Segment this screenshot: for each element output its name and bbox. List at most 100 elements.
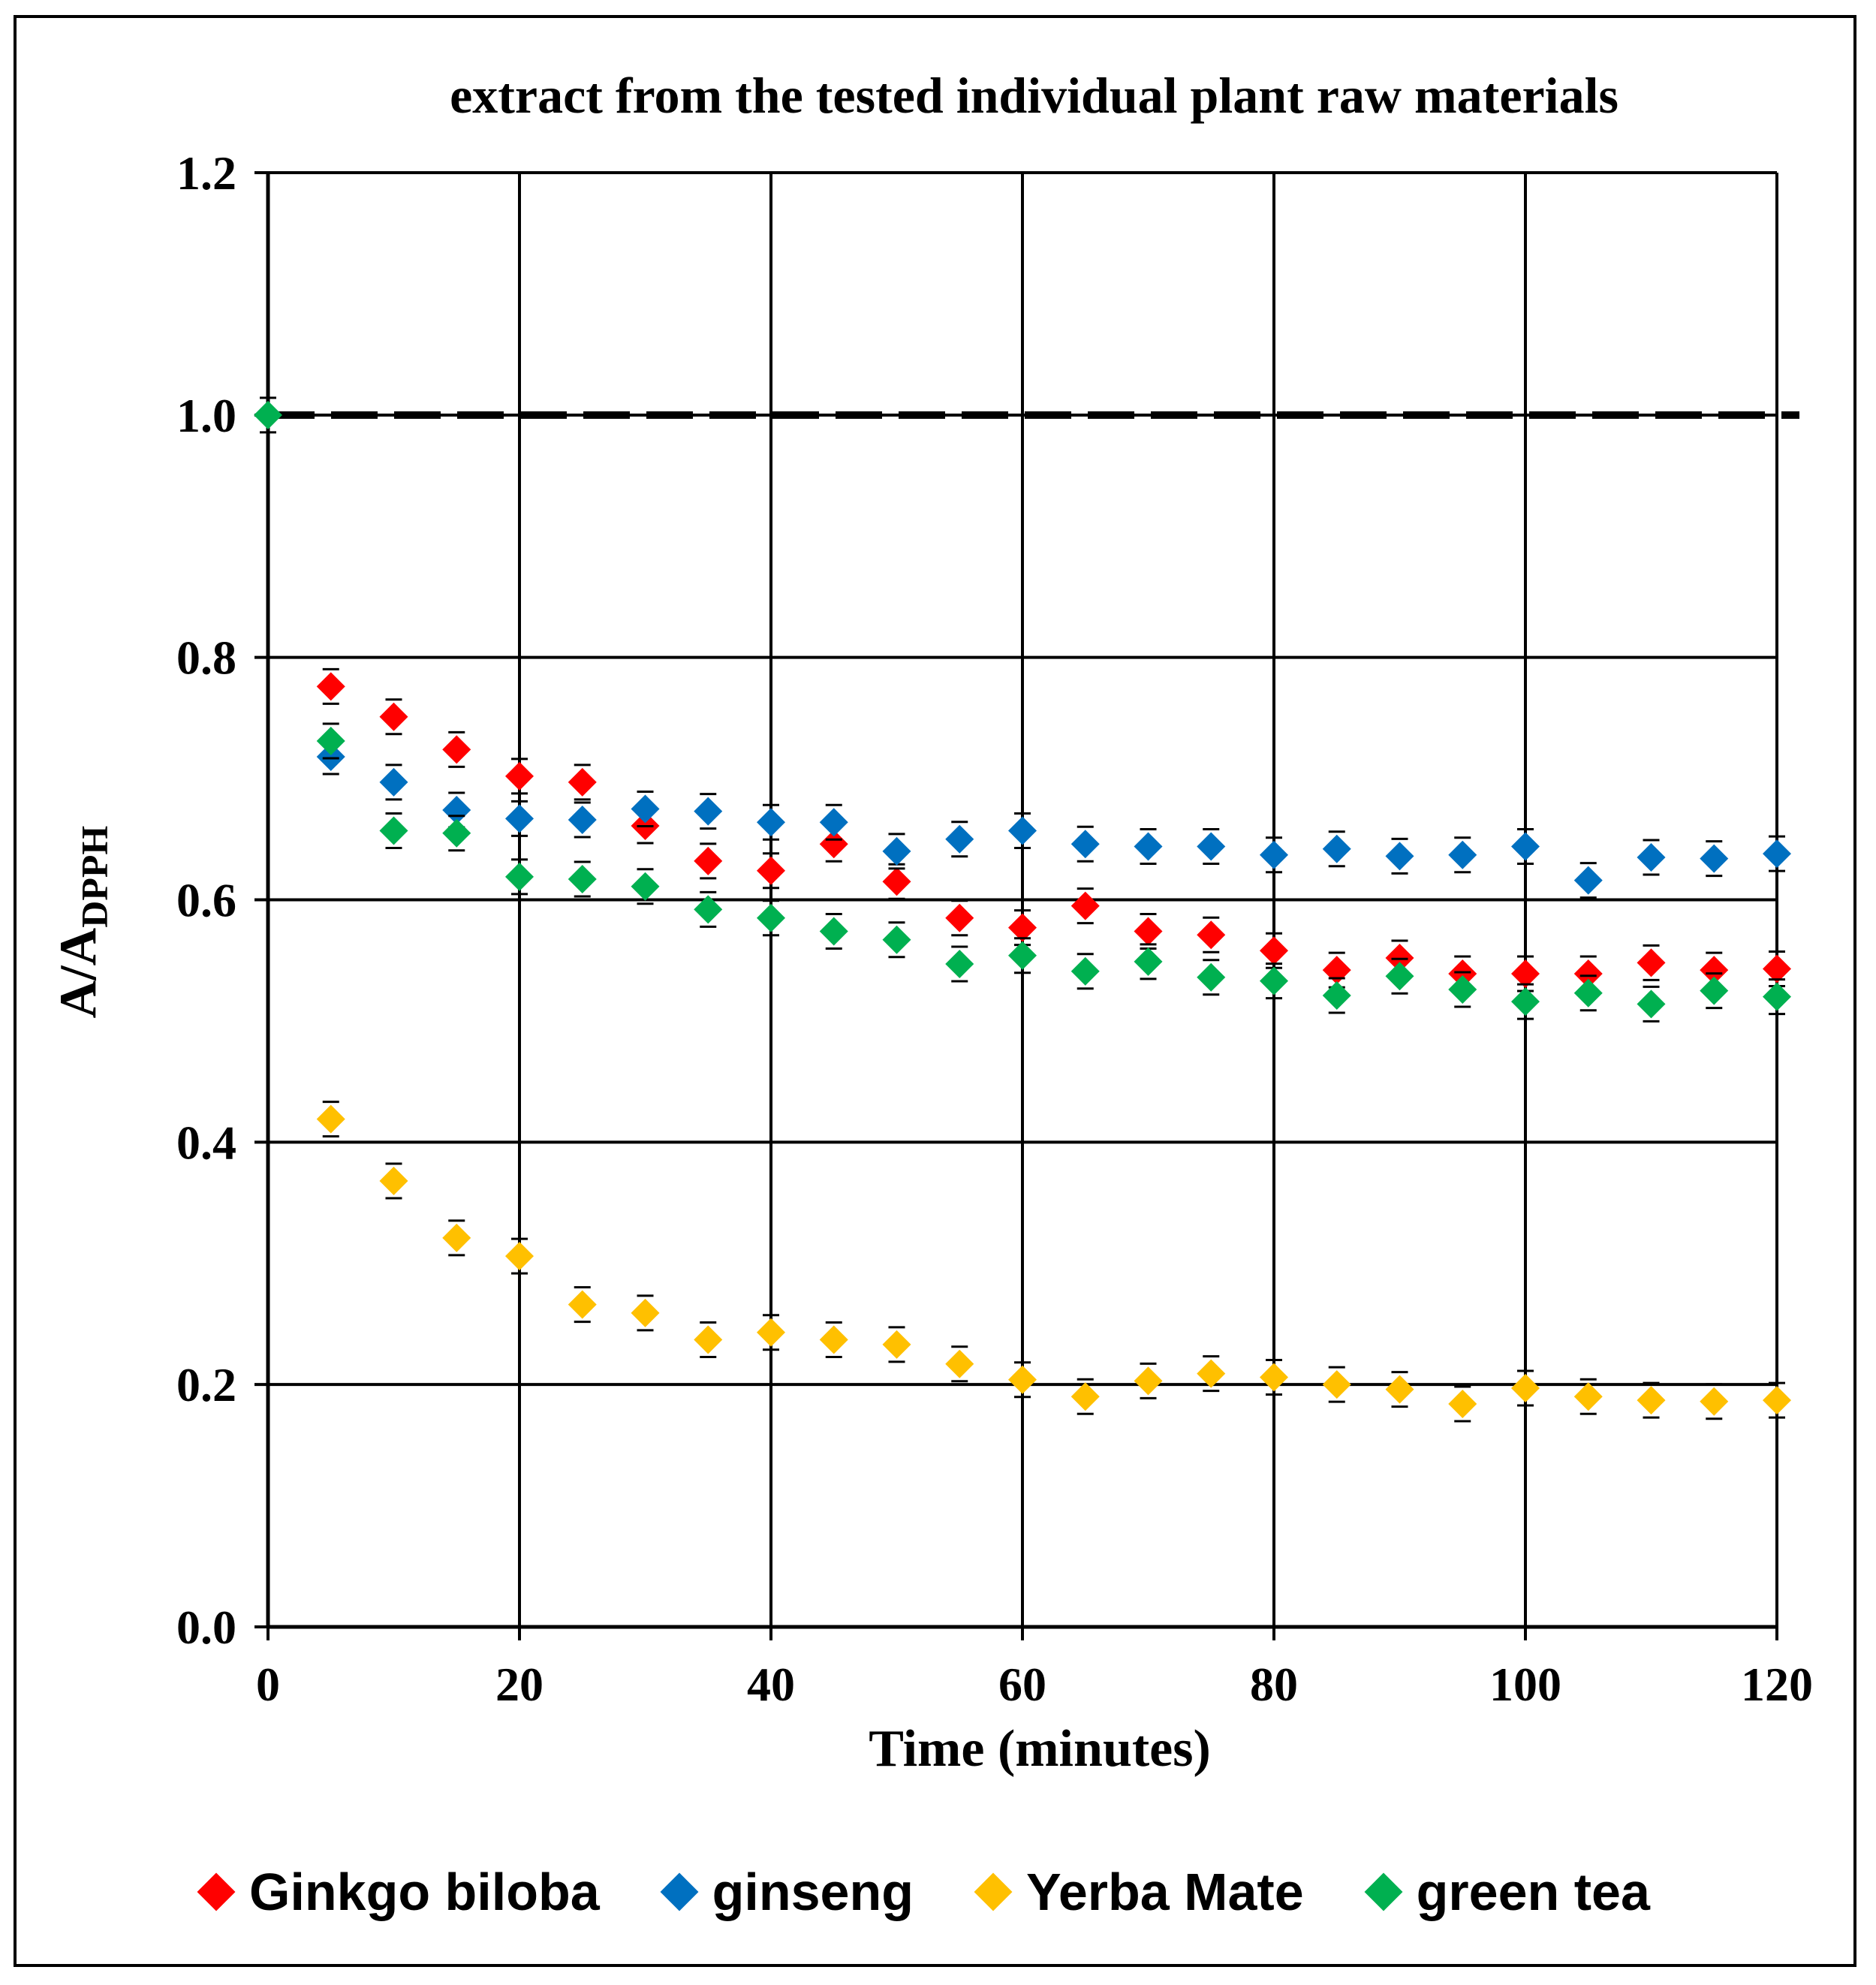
legend-marker-ginkgo-biloba: [197, 1872, 236, 1911]
data-point-yerba-mate-9: [882, 1330, 911, 1359]
data-point-green-tea-4: [505, 862, 534, 891]
data-point-ginseng-23: [1763, 839, 1791, 869]
data-point-ginseng-15: [1260, 840, 1288, 869]
data-point-yerba-mate-3: [505, 1242, 534, 1271]
legend: Ginkgo biloba ginseng Yerba Mate green tea: [197, 1862, 1716, 1922]
x-tick-label-3: 60: [998, 1658, 1046, 1711]
data-point-ginkgo-biloba-19: [1511, 959, 1540, 988]
data-point-yerba-mate-22: [1700, 1387, 1729, 1416]
data-point-yerba-mate-16: [1322, 1370, 1351, 1399]
data-point-ginkgo-biloba-22: [1700, 956, 1729, 985]
data-point-ginkgo-biloba-8: [819, 830, 848, 859]
data-point-ginseng-9: [882, 836, 911, 866]
x-tick-label-5: 100: [1489, 1658, 1561, 1711]
data-point-yerba-mate-17: [1385, 1375, 1414, 1404]
data-point-yerba-mate-19: [1511, 1374, 1540, 1403]
data-point-green-tea-15: [1197, 962, 1226, 992]
data-point-ginseng-18: [1448, 840, 1477, 869]
data-point-ginseng-13: [1134, 832, 1163, 861]
data-point-ginseng-19: [1511, 832, 1540, 861]
data-point-ginseng-16: [1322, 834, 1351, 863]
y-tick-label-1: 0.2: [176, 1358, 236, 1411]
x-tick-label-6: 120: [1741, 1658, 1813, 1711]
data-point-ginseng-2: [442, 796, 471, 825]
data-point-green-tea-1: [316, 727, 345, 756]
y-tick-label-6: 1.2: [176, 146, 236, 200]
data-point-ginkgo-biloba-6: [694, 846, 723, 875]
data-point-yerba-mate-2: [442, 1223, 471, 1252]
legend-marker-yerba-mate: [974, 1872, 1013, 1911]
x-axis-label: Time (minutes): [869, 1720, 1211, 1778]
data-point-ginseng-12: [1070, 830, 1100, 859]
data-point-ginseng-17: [1385, 842, 1414, 871]
x-tick-label-0: 0: [256, 1658, 280, 1711]
data-point-yerba-mate-14: [1197, 1359, 1226, 1388]
data-point-green-tea-0: [254, 400, 282, 429]
data-point-yerba-mate-18: [1448, 1389, 1477, 1418]
data-point-yerba-mate-13: [1134, 1366, 1163, 1396]
chart-frame: [14, 15, 1856, 1967]
data-point-ginkgo-biloba-9: [882, 867, 911, 896]
legend-item-ginkgo-biloba: Ginkgo biloba: [197, 1862, 600, 1922]
data-point-green-tea-6: [631, 872, 660, 901]
legend-label-ginseng: ginseng: [712, 1863, 914, 1921]
data-point-ginseng-22: [1700, 844, 1729, 873]
data-point-ginseng-0: [316, 742, 345, 772]
data-point-green-tea-12: [1008, 941, 1037, 970]
data-point-green-tea-22: [1637, 989, 1666, 1019]
y-axis-label-main: A/A: [50, 927, 108, 1019]
data-point-green-tea-17: [1322, 981, 1351, 1011]
data-point-yerba-mate-15: [1260, 1363, 1288, 1392]
data-point-green-tea-7: [694, 895, 723, 924]
data-point-ginseng-20: [1573, 866, 1603, 895]
data-point-green-tea-10: [882, 925, 911, 954]
legend-label-green-tea: green tea: [1416, 1863, 1650, 1921]
data-point-ginkgo-biloba-20: [1573, 959, 1603, 988]
data-point-green-tea-20: [1511, 987, 1540, 1017]
y-axis-label-subscript: DPPH: [73, 825, 116, 928]
data-point-yerba-mate-12: [1070, 1382, 1100, 1411]
data-point-ginkgo-biloba-23: [1763, 954, 1791, 983]
data-point-green-tea-8: [757, 903, 785, 932]
legend-item-ginseng: ginseng: [660, 1862, 914, 1922]
data-point-ginkgo-biloba-18: [1448, 959, 1477, 988]
data-point-ginseng-6: [694, 797, 723, 826]
data-point-ginkgo-biloba-3: [505, 761, 534, 791]
legend-label-yerba-mate: Yerba Mate: [1026, 1863, 1304, 1921]
data-point-ginseng-10: [945, 824, 974, 854]
legend-marker-ginseng: [660, 1872, 699, 1911]
data-point-ginkgo-biloba-11: [1008, 913, 1037, 942]
data-point-ginseng-7: [757, 808, 785, 837]
y-tick-label-3: 0.6: [176, 874, 236, 927]
x-tick-label-2: 40: [747, 1658, 795, 1711]
data-point-green-tea-2: [379, 816, 408, 845]
data-point-ginseng-4: [568, 805, 597, 834]
data-point-yerba-mate-4: [568, 1290, 597, 1319]
data-point-yerba-mate-0: [316, 1104, 345, 1134]
data-point-ginseng-21: [1637, 843, 1666, 872]
y-tick-label-4: 0.8: [176, 631, 236, 685]
data-point-ginkgo-biloba-0: [316, 672, 345, 701]
data-point-green-tea-24: [1763, 982, 1791, 1011]
data-point-yerba-mate-7: [757, 1318, 785, 1347]
y-tick-label-5: 1.0: [176, 389, 236, 442]
data-point-yerba-mate-5: [631, 1298, 660, 1327]
data-point-yerba-mate-10: [945, 1349, 974, 1378]
data-point-green-tea-5: [568, 865, 597, 894]
data-point-green-tea-14: [1134, 947, 1163, 976]
data-point-green-tea-21: [1573, 978, 1603, 1008]
legend-marker-green-tea: [1364, 1872, 1403, 1911]
data-point-green-tea-9: [819, 917, 848, 946]
data-point-ginkgo-biloba-15: [1260, 936, 1288, 965]
data-point-green-tea-23: [1700, 976, 1729, 1005]
data-point-green-tea-13: [1070, 956, 1100, 986]
y-tick-label-0: 0.0: [176, 1601, 236, 1654]
data-point-ginseng-14: [1197, 832, 1226, 861]
data-point-yerba-mate-11: [1008, 1365, 1037, 1394]
data-point-yerba-mate-8: [819, 1325, 848, 1354]
data-point-ginkgo-biloba-14: [1197, 920, 1226, 950]
data-point-ginkgo-biloba-4: [568, 767, 597, 797]
data-point-ginseng-1: [379, 767, 408, 797]
data-point-ginseng-8: [819, 808, 848, 837]
